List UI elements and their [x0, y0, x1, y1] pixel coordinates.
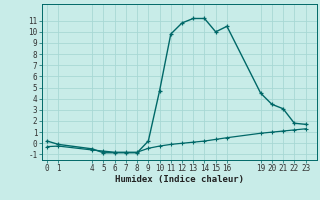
X-axis label: Humidex (Indice chaleur): Humidex (Indice chaleur) — [115, 175, 244, 184]
